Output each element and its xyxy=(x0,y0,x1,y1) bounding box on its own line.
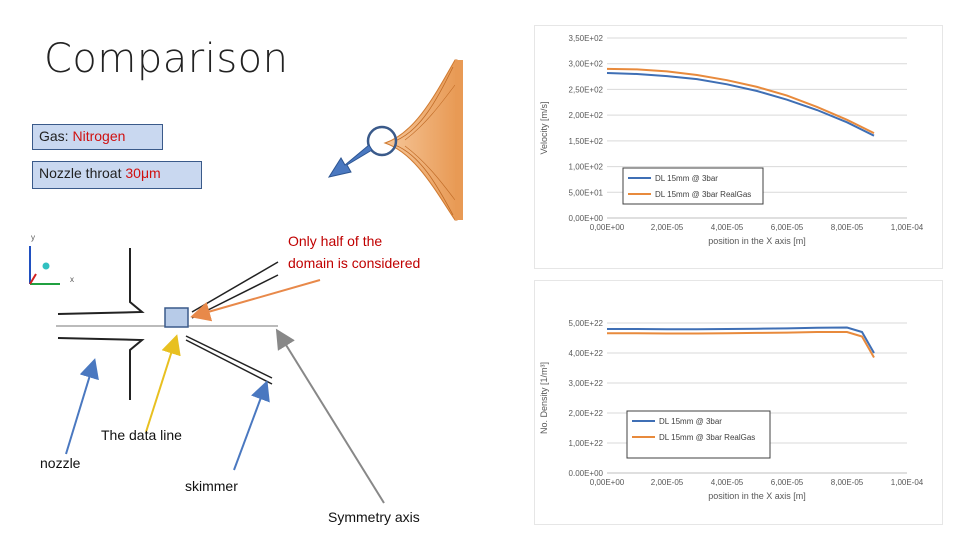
nozzle-3d-image xyxy=(327,59,463,221)
y-tick-label: 4,00E+22 xyxy=(569,349,604,358)
nozzle-value: 30μm xyxy=(125,165,161,181)
nozzle-wall-lower xyxy=(57,337,145,400)
x-tick-label: 4,00E-05 xyxy=(711,478,744,487)
blue-arrow-icon xyxy=(327,144,373,178)
symmetry-axis-label-text: Symmetry axis xyxy=(328,509,420,525)
density-chart: 0.00E+00 1,00E+22 2,00E+22 3,00E+22 4,00E+22… xyxy=(534,280,943,525)
gas-value: Nitrogen xyxy=(72,128,126,144)
nozzle-arrow xyxy=(65,358,99,455)
axis-triad-icon: y x xyxy=(29,233,74,285)
x-axis-title: position in the X axis [m] xyxy=(708,491,806,501)
skimmer-arrow xyxy=(233,380,270,471)
series-line-1 xyxy=(606,72,875,137)
y-tick-label: 0,00E+00 xyxy=(569,214,604,223)
gas-label: Gas: xyxy=(39,128,73,144)
symmetry-axis-arrow xyxy=(275,328,385,504)
domain-schematic xyxy=(56,248,385,504)
axis-x-label: x xyxy=(70,275,74,284)
half-domain-arrow xyxy=(190,279,321,322)
y-tick-label: 3,00E+22 xyxy=(569,379,604,388)
y-axis-title: Velocity [m/s] xyxy=(539,101,549,154)
y-tick-label: 3,50E+02 xyxy=(569,34,604,43)
x-axis-title: position in the X axis [m] xyxy=(708,236,806,246)
zoomed-domain-rect xyxy=(164,307,189,328)
y-axis-title: No. Density [1/m³] xyxy=(539,362,549,434)
skimmer-wall-lower-b xyxy=(185,339,273,385)
nozzle-wall-upper xyxy=(57,248,145,315)
gas-info-box: Gas: Nitrogen xyxy=(32,124,163,150)
half-domain-note-line2: domain is considered xyxy=(288,255,421,271)
nozzle-label: Nozzle throat xyxy=(39,165,126,181)
nozzle-label-text: nozzle xyxy=(40,455,81,471)
half-domain-note-line1: Only half of the xyxy=(288,233,383,249)
x-tick-label: 8,00E-05 xyxy=(831,223,864,232)
x-tick-label: 0,00E+00 xyxy=(590,478,625,487)
legend-label: DL 15mm @ 3bar RealGas xyxy=(655,190,751,199)
skimmer-wall-lower-a xyxy=(185,335,273,379)
y-tick-label: 5,00E+22 xyxy=(569,319,604,328)
legend: DL 15mm @ 3bar DL 15mm @ 3bar RealGas xyxy=(626,410,771,459)
x-tick-label: 0,00E+00 xyxy=(590,223,625,232)
legend-label: DL 15mm @ 3bar RealGas xyxy=(659,433,755,442)
y-tick-label: 1,00E+22 xyxy=(569,439,604,448)
x-tick-label: 2,00E-05 xyxy=(651,478,684,487)
x-tick-label: 4,00E-05 xyxy=(711,223,744,232)
y-tick-label: 2,50E+02 xyxy=(569,85,604,94)
legend-box xyxy=(626,410,771,459)
series-line-1 xyxy=(607,326,875,354)
skimmer-label-text: skimmer xyxy=(185,478,238,494)
series-line-2 xyxy=(607,331,875,358)
legend-box xyxy=(622,167,764,205)
legend: DL 15mm @ 3bar DL 15mm @ 3bar RealGas xyxy=(622,167,764,205)
nozzle-info-box: Nozzle throat 30μm xyxy=(32,161,202,189)
y-tick-label: 3,00E+02 xyxy=(569,60,604,69)
slide-title: Comparison xyxy=(44,36,289,82)
y-tick-label: 5,00E+01 xyxy=(569,188,604,197)
data-line-label: The data line xyxy=(101,427,182,443)
legend-label: DL 15mm @ 3bar xyxy=(655,174,718,183)
y-tick-label: 1,00E+02 xyxy=(569,163,604,172)
half-domain-note: Only half of the domain is considered xyxy=(288,230,420,274)
y-tick-label: 2,00E+22 xyxy=(569,409,604,418)
throat-highlight-circle xyxy=(366,125,398,157)
x-tick-label: 6,00E-05 xyxy=(771,223,804,232)
x-tick-label: 2,00E-05 xyxy=(651,223,684,232)
x-tick-label: 1,00E-04 xyxy=(891,223,924,232)
velocity-chart: 0,00E+00 5,00E+01 1,00E+02 1,50E+02 2,00E+02… xyxy=(534,25,943,269)
x-tick-label: 6,00E-05 xyxy=(771,478,804,487)
nozzle-image-edge xyxy=(455,60,463,220)
axis-y-label: y xyxy=(31,233,35,242)
data-line-arrow xyxy=(145,334,181,433)
x-tick-label: 1,00E-04 xyxy=(891,478,924,487)
y-tick-label: 1,50E+02 xyxy=(569,137,604,146)
legend-label: DL 15mm @ 3bar xyxy=(659,417,722,426)
y-tick-label: 0.00E+00 xyxy=(569,469,604,478)
x-tick-label: 8,00E-05 xyxy=(831,478,864,487)
y-tick-label: 2,00E+02 xyxy=(569,111,604,120)
series-line-2 xyxy=(606,67,875,134)
